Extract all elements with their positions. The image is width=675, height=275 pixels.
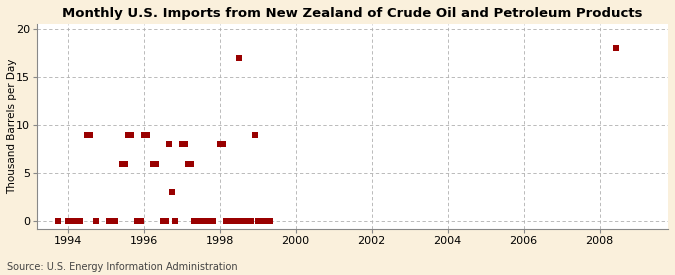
Point <box>208 219 219 224</box>
Point <box>202 219 213 224</box>
Point <box>141 133 152 137</box>
Point <box>610 46 621 50</box>
Point <box>240 219 250 224</box>
Point <box>198 219 209 224</box>
Y-axis label: Thousand Barrels per Day: Thousand Barrels per Day <box>7 59 17 194</box>
Point <box>135 219 146 224</box>
Point <box>217 142 228 147</box>
Point <box>132 219 142 224</box>
Point <box>246 219 256 224</box>
Point <box>205 219 215 224</box>
Point <box>167 190 178 195</box>
Point <box>195 219 206 224</box>
Point <box>126 133 136 137</box>
Point <box>259 219 269 224</box>
Point <box>265 219 275 224</box>
Point <box>192 219 203 224</box>
Point <box>189 219 200 224</box>
Point <box>252 219 263 224</box>
Point <box>81 133 92 137</box>
Point <box>107 219 117 224</box>
Point <box>72 219 82 224</box>
Point <box>110 219 121 224</box>
Text: Source: U.S. Energy Information Administration: Source: U.S. Energy Information Administ… <box>7 262 238 272</box>
Point <box>69 219 80 224</box>
Point <box>230 219 241 224</box>
Point <box>236 219 247 224</box>
Point <box>138 133 149 137</box>
Point <box>62 219 73 224</box>
Point <box>116 161 127 166</box>
Point <box>214 142 225 147</box>
Point <box>243 219 254 224</box>
Point <box>90 219 101 224</box>
Point <box>103 219 114 224</box>
Point <box>221 219 232 224</box>
Point <box>163 142 174 147</box>
Point <box>233 55 244 60</box>
Point <box>176 142 187 147</box>
Point <box>223 219 234 224</box>
Point <box>119 161 130 166</box>
Point <box>75 219 86 224</box>
Point <box>227 219 238 224</box>
Point <box>157 219 168 224</box>
Point <box>160 219 171 224</box>
Point <box>249 133 260 137</box>
Point <box>122 133 133 137</box>
Point <box>186 161 196 166</box>
Point <box>53 219 63 224</box>
Point <box>169 219 180 224</box>
Point <box>180 142 190 147</box>
Point <box>183 161 194 166</box>
Point <box>255 219 266 224</box>
Point <box>148 161 159 166</box>
Point <box>151 161 161 166</box>
Point <box>84 133 95 137</box>
Point <box>65 219 76 224</box>
Title: Monthly U.S. Imports from New Zealand of Crude Oil and Petroleum Products: Monthly U.S. Imports from New Zealand of… <box>62 7 643 20</box>
